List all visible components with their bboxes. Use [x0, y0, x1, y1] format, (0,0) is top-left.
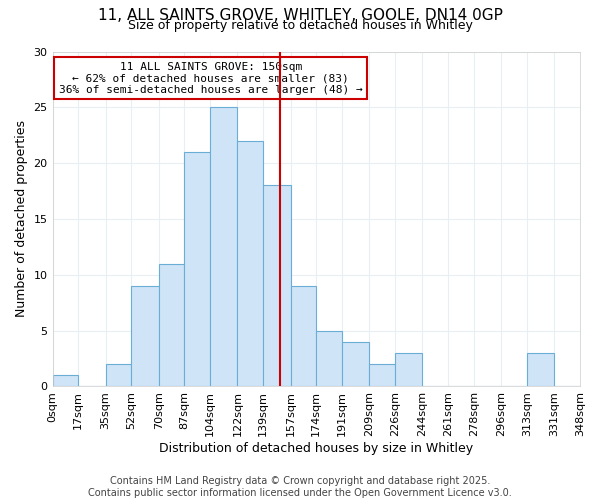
Bar — [184, 152, 210, 386]
Bar — [53, 376, 79, 386]
Bar — [316, 330, 342, 386]
Bar — [131, 286, 158, 386]
X-axis label: Distribution of detached houses by size in Whitley: Distribution of detached houses by size … — [159, 442, 473, 455]
Text: Contains HM Land Registry data © Crown copyright and database right 2025.
Contai: Contains HM Land Registry data © Crown c… — [88, 476, 512, 498]
Bar — [342, 342, 370, 386]
Bar — [527, 353, 554, 386]
Bar — [238, 141, 263, 386]
Text: 11 ALL SAINTS GROVE: 150sqm
← 62% of detached houses are smaller (83)
36% of sem: 11 ALL SAINTS GROVE: 150sqm ← 62% of det… — [59, 62, 362, 94]
Bar — [370, 364, 395, 386]
Bar — [158, 264, 184, 386]
Bar — [290, 286, 316, 386]
Bar — [395, 353, 422, 386]
Bar — [263, 186, 290, 386]
Text: 11, ALL SAINTS GROVE, WHITLEY, GOOLE, DN14 0GP: 11, ALL SAINTS GROVE, WHITLEY, GOOLE, DN… — [98, 8, 502, 22]
Y-axis label: Number of detached properties: Number of detached properties — [15, 120, 28, 318]
Text: Size of property relative to detached houses in Whitley: Size of property relative to detached ho… — [128, 19, 472, 32]
Bar — [106, 364, 131, 386]
Bar — [210, 108, 238, 386]
